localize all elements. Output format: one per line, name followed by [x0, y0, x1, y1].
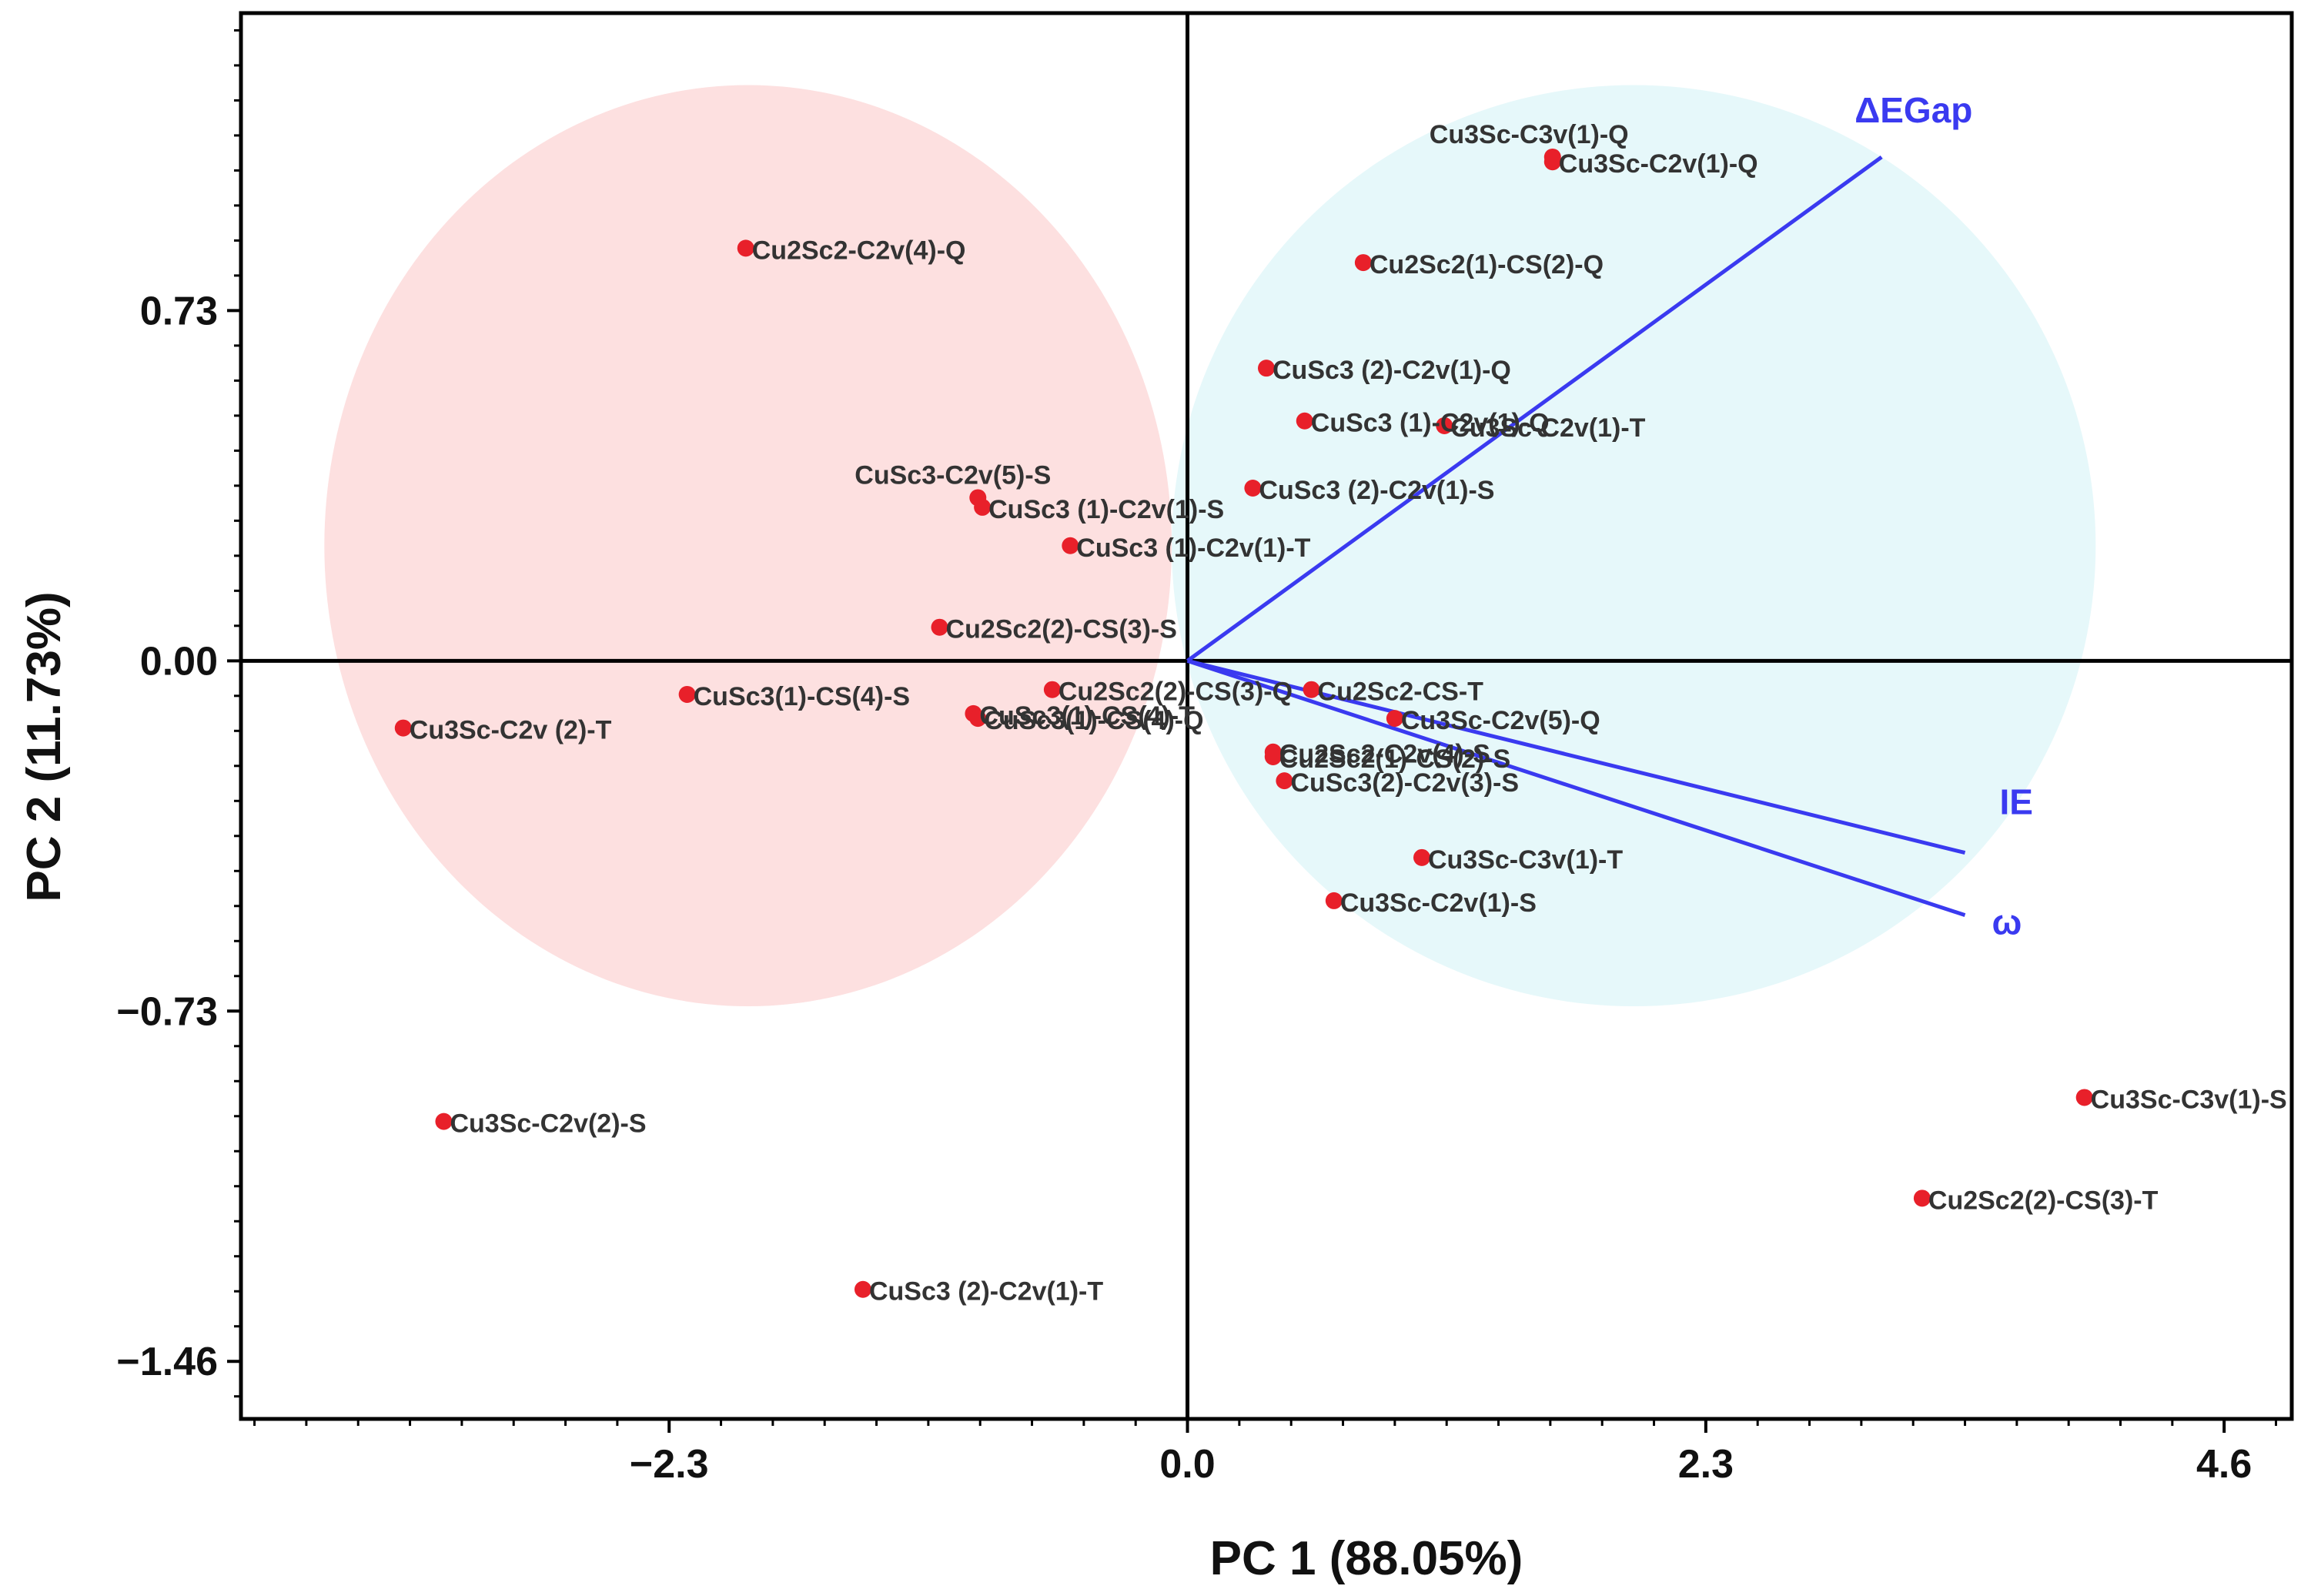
point-label: Cu2Sc2(1)-CS(2)-Q [1370, 250, 1604, 279]
point-label: CuSc3 (1)-C2v(1)-S [988, 495, 1224, 524]
data-point [969, 710, 987, 728]
y-axis-title: PC 2 (11.73%) [18, 591, 71, 902]
point-label: Cu3Sc-C2v(1)-T [1450, 413, 1645, 443]
data-point [1062, 537, 1079, 554]
point-label: Cu3Sc-C2v(5)-Q [1401, 706, 1600, 735]
point-label: Cu3Sc-C2v(1)-S [1340, 888, 1537, 918]
left-cluster-ellipse [324, 85, 1172, 1007]
data-point [1276, 772, 1293, 790]
y-tick-label: −0.73 [116, 989, 218, 1034]
data-point [1436, 417, 1453, 434]
data-point [1303, 681, 1320, 698]
point-label: CuSc3 (1)-C2v(1)-T [1076, 534, 1310, 563]
point-label: Cu3Sc-C2v(2)-S [450, 1109, 646, 1139]
point-label: CuSc3 (2)-C2v(1)-S [1259, 476, 1494, 505]
axes [241, 13, 2292, 1419]
x-tick-label: 4.6 [2196, 1442, 2252, 1487]
vector-label: ω [1992, 902, 2022, 942]
point-label: Cu3Sc-C2v(1)-Q [1559, 149, 1758, 179]
vector-line [1186, 155, 1883, 663]
vector-label: ΔEGap [1854, 90, 1972, 130]
y-tick-label: 0.00 [140, 639, 218, 684]
data-points [394, 148, 2093, 1298]
data-point [1386, 710, 1403, 728]
point-label: CuSc3(1)-CS(4)-Q [984, 706, 1203, 735]
x-tick-label: −2.3 [630, 1442, 709, 1487]
data-point [2075, 1089, 2093, 1106]
data-point [1296, 412, 1313, 430]
data-point [1913, 1189, 1931, 1207]
data-point [974, 498, 992, 516]
loading-vectors: ΔEGap IE ω [1186, 90, 2033, 942]
point-label: Cu2Sc2(2)-CS(3)-S [946, 615, 1177, 644]
right-cluster-ellipse [1172, 85, 2096, 1007]
vector-label: IE [2000, 782, 2033, 822]
data-point [1043, 681, 1061, 698]
point-label: Cu3Sc-C3v(1)-S [2091, 1085, 2287, 1114]
data-point [1543, 153, 1561, 171]
point-label: CuSc3 (1)-C2v(1)-Q [1311, 409, 1550, 438]
plot-frame [239, 11, 2294, 1421]
y-tick-label: −1.46 [116, 1340, 218, 1384]
data-point [1413, 848, 1430, 866]
point-label: Cu2Sc2-CS-T [1318, 678, 1484, 707]
data-point [1258, 360, 1275, 377]
x-tick-label: 2.3 [1678, 1442, 1734, 1487]
data-point [854, 1280, 871, 1298]
point-label: CuSc3(2)-C2v(3)-S [1290, 768, 1519, 798]
point-label: CuSc3(1)-CS(4)-S [694, 682, 910, 711]
point-label: Cu2Sc2(1)-CS(2)-S [1279, 744, 1510, 774]
data-point [678, 685, 696, 703]
data-point [394, 719, 412, 737]
data-point [1244, 479, 1262, 497]
point-label: Cu3Sc-C2v (2)-T [410, 716, 612, 745]
data-point [737, 239, 754, 257]
x-tick-label: 0.0 [1159, 1442, 1215, 1487]
point-label: Cu2Sc2(2)-CS(3)-T [1928, 1186, 2159, 1215]
cluster-ellipses [324, 85, 2096, 1007]
vector-line [1186, 658, 1966, 918]
axis-ticks: −2.3 0.0 2.3 4.6 0.73 0.00 −0.73 −1.46 [116, 28, 2278, 1487]
point-label: Cu2Sc2(2)-CS(3)-Q [1058, 678, 1293, 707]
data-point [435, 1113, 453, 1130]
point-label: CuSc3 (2)-C2v(1)-T [869, 1277, 1103, 1307]
data-point [1325, 892, 1343, 909]
x-axis-title: PC 1 (88.05%) [1210, 1532, 1523, 1585]
data-point [1264, 748, 1282, 765]
y-tick-label: 0.73 [140, 289, 218, 333]
data-point [1354, 254, 1372, 272]
data-point [931, 618, 948, 636]
point-label: CuSc3(1)-CS(4)-T [979, 701, 1195, 731]
point-label: Cu2Sc2-C2v(4)-Q [752, 236, 966, 265]
point-label: Cu3Sc-C3v(1)-T [1428, 845, 1623, 875]
point-label: Cu3Sc-C3v(1)-Q [1430, 120, 1629, 149]
point-label: Cu2Sc2-C2v(4)-S [1279, 740, 1490, 769]
point-label: CuSc3-C2v(5)-S [854, 460, 1051, 490]
point-label: CuSc3 (2)-C2v(1)-Q [1273, 356, 1511, 385]
